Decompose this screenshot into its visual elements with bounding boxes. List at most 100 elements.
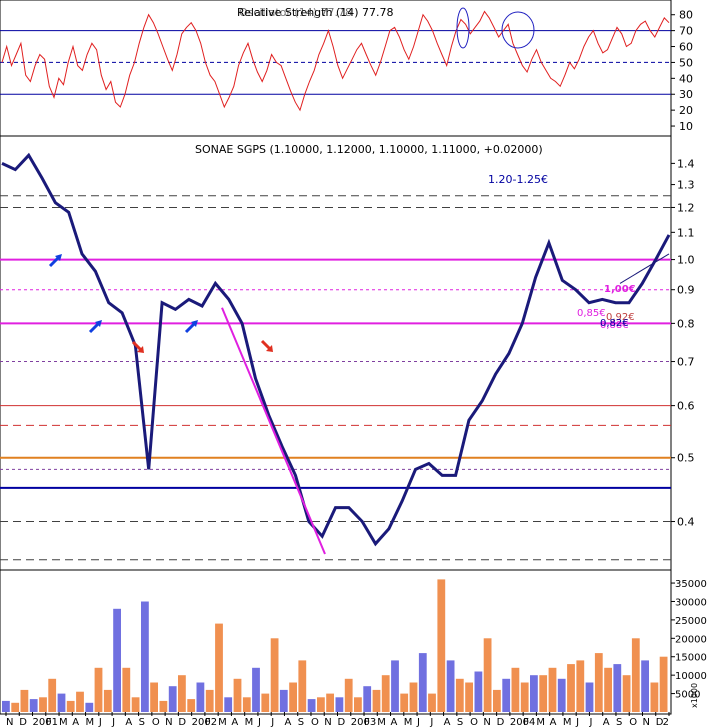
volume-bar-54 — [502, 678, 511, 712]
volume-bar-9 — [85, 702, 94, 712]
price-tick-label-6: 1.0 — [677, 254, 695, 267]
volume-bar-38 — [354, 697, 362, 712]
x-tick-label-26: 2003 — [351, 717, 376, 728]
volume-bar-37 — [344, 678, 353, 712]
volume-bar-57 — [530, 675, 538, 712]
rsi-series-line — [1, 10, 670, 112]
volume-bar-51 — [474, 671, 483, 712]
volume-bar-3 — [29, 699, 38, 712]
rsi-title: Relative Strength (14) 77.78 — [237, 6, 394, 19]
volume-bar-2 — [20, 689, 29, 712]
volume-bar-0 — [2, 700, 10, 712]
x-tick-label-18: M — [245, 717, 254, 728]
price-series-line — [1, 152, 671, 547]
x-tick-label-25: D — [338, 717, 346, 728]
x-tick-label-28: M — [377, 717, 386, 728]
x-tick-label-37: D — [497, 717, 505, 728]
volume-tick-label-1: 10000 — [675, 671, 707, 682]
volume-bar-68 — [631, 638, 640, 712]
volume-bar-53 — [493, 689, 501, 712]
x-tick-label-24: N — [324, 717, 331, 728]
volume-bar-67 — [622, 675, 631, 712]
x-tick-label-17: A — [231, 717, 238, 728]
volume-bar-56 — [520, 682, 529, 712]
x-tick-label-29: A — [391, 717, 398, 728]
volume-bar-64 — [594, 653, 603, 712]
volume-bar-39 — [363, 686, 372, 712]
x-tick-label-42: M — [563, 717, 572, 728]
volume-bar-29 — [270, 638, 279, 712]
price-trendline-0 — [221, 307, 326, 555]
x-tick-label-41: A — [550, 717, 557, 728]
volume-bar-31 — [289, 682, 297, 712]
volume-bar-55 — [511, 667, 520, 712]
x-tick-label-0: N — [6, 717, 13, 728]
volume-bar-41 — [381, 675, 390, 712]
volume-bar-62 — [576, 660, 585, 712]
price-tick-label-7: 1.1 — [677, 226, 695, 239]
rsi-tick-label-5: 60 — [679, 41, 693, 54]
volume-bar-59 — [548, 667, 557, 712]
x-tick-label-9: A — [125, 717, 132, 728]
x-tick-label-1: D — [19, 717, 27, 728]
rsi-tick-label-2: 30 — [679, 88, 693, 101]
x-tick-label-46: S — [616, 717, 622, 728]
volume-bar-46 — [428, 693, 436, 712]
volume-bar-16 — [150, 682, 158, 712]
volume-bar-8 — [76, 691, 84, 712]
x-tick-label-31: J — [416, 717, 420, 728]
rsi-tick-label-3: 40 — [679, 72, 693, 85]
volume-tick-label-6: 35000 — [675, 579, 707, 590]
x-tick-label-11: O — [152, 717, 160, 728]
volume-bar-40 — [372, 689, 381, 712]
price-tick-label-10: 1.4 — [677, 157, 695, 170]
x-tick-label-30: M — [404, 717, 413, 728]
x-tick-label-4: M — [59, 717, 68, 728]
volume-bar-13 — [122, 667, 131, 712]
rsi-highlight-circle-2 — [501, 11, 535, 49]
volume-bar-18 — [168, 686, 177, 712]
price-support-trendline — [619, 253, 670, 284]
price-label-085: 0,85€ — [577, 308, 606, 319]
price-title: SONAE SGPS (1.10000, 1.12000, 1.10000, 1… — [195, 143, 543, 156]
volume-tick-label-0: 5000 — [675, 690, 700, 701]
volume-panel — [0, 569, 672, 715]
volume-bar-19 — [178, 675, 186, 712]
volume-bar-11 — [103, 689, 112, 712]
rsi-tick-label-7: 80 — [679, 9, 693, 22]
volume-tick-label-2: 15000 — [675, 653, 707, 664]
x-tick-label-33: A — [444, 717, 451, 728]
x-tick-label-47: O — [629, 717, 637, 728]
x-tick-label-34: S — [457, 717, 463, 728]
volume-bar-17 — [159, 700, 168, 712]
x-tick-label-22: S — [298, 717, 304, 728]
price-tick-label-0: 0.4 — [677, 516, 695, 529]
volume-bar-6 — [57, 693, 66, 712]
volume-bar-42 — [391, 660, 399, 712]
volume-bar-36 — [335, 697, 344, 712]
volume-bar-21 — [196, 682, 205, 712]
volume-bar-45 — [418, 653, 427, 712]
volume-bar-25 — [233, 678, 242, 712]
x-tick-label-14: 2002 — [192, 717, 217, 728]
x-tick-label-16: M — [218, 717, 227, 728]
volume-bar-47 — [437, 579, 446, 712]
x-tick-label-7: J — [98, 717, 102, 728]
volume-bar-44 — [409, 682, 418, 712]
volume-bar-30 — [279, 689, 288, 712]
price-annotation: 1.20-1.25€ — [488, 173, 548, 186]
price-tick-label-1: 0.5 — [677, 452, 695, 465]
price-tick-label-9: 1.3 — [677, 179, 695, 192]
volume-bar-70 — [650, 682, 659, 712]
volume-bar-4 — [39, 697, 47, 712]
x-tick-label-40: M — [536, 717, 545, 728]
blue-arrow-1 — [48, 254, 62, 268]
volume-bar-61 — [567, 664, 575, 712]
x-tick-label-35: O — [470, 717, 478, 728]
rsi-tick-label-4: 50 — [679, 56, 693, 69]
x-tick-label-13: D — [178, 717, 186, 728]
x-tick-label-10: S — [139, 717, 145, 728]
volume-bar-48 — [446, 660, 455, 712]
price-label-088: 0,88€ — [600, 320, 629, 331]
